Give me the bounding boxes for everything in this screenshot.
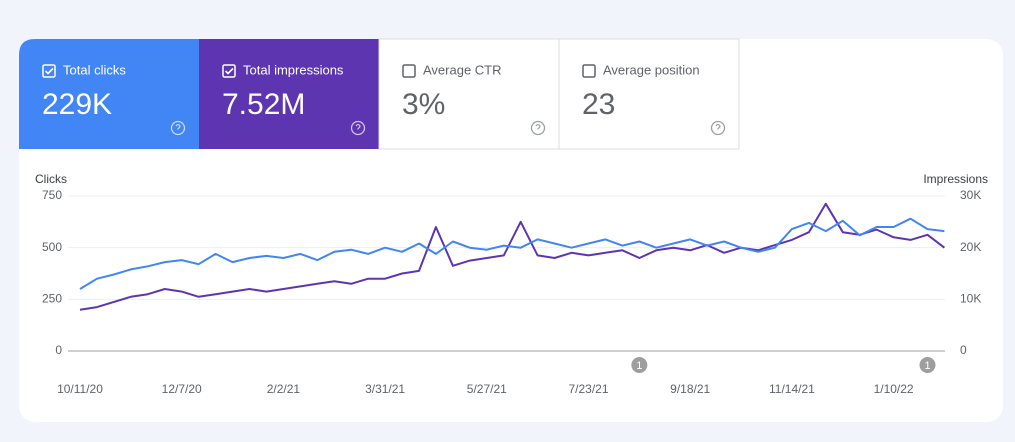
- metric-card[interactable]: Average position 23: [558, 38, 740, 150]
- x-tick-label: 12/7/20: [162, 382, 202, 396]
- y2-tick-label: 20K: [960, 240, 981, 254]
- x-tick-label: 3/31/21: [365, 382, 405, 396]
- card-label: Average position: [603, 62, 700, 77]
- card-value: 7.52M: [222, 88, 305, 121]
- card-label: Total clicks: [63, 62, 126, 77]
- series-line: [79, 217, 945, 290]
- metric-card[interactable]: Total impressions 7.52M: [199, 39, 379, 149]
- card-background: [558, 38, 740, 150]
- help-icon-mark: [535, 123, 541, 130]
- metric-card[interactable]: Total clicks 229K: [19, 39, 199, 149]
- y-axis-title: Clicks: [35, 172, 67, 186]
- x-tick-label: 2/2/21: [267, 382, 301, 396]
- x-tick-label: 7/23/21: [568, 382, 608, 396]
- checkbox[interactable]: [402, 64, 416, 78]
- card-value: 3%: [402, 88, 445, 121]
- help-icon[interactable]: [710, 120, 726, 136]
- metric-card[interactable]: Average CTR 3%: [378, 38, 560, 150]
- y-tick-label: 750: [42, 188, 62, 202]
- checkbox[interactable]: [222, 64, 236, 78]
- x-tick-label: 9/18/21: [670, 382, 710, 396]
- y2-tick-label: 0: [960, 343, 967, 357]
- x-tick-label: 11/14/21: [769, 382, 815, 396]
- card-label: Average CTR: [423, 62, 502, 77]
- help-icon-mark: [355, 123, 361, 130]
- checkbox[interactable]: [582, 64, 596, 78]
- y-tick-label: 250: [42, 292, 62, 306]
- help-icon[interactable]: [530, 120, 546, 136]
- checkmark: [224, 67, 234, 75]
- help-icon-mark: [715, 123, 721, 130]
- help-icon-mark: [175, 123, 181, 130]
- x-tick-label: 10/11/20: [57, 382, 103, 396]
- annotation-label: 1: [636, 360, 642, 372]
- card-label: Total impressions: [243, 62, 344, 77]
- y2-tick-label: 10K: [960, 292, 981, 306]
- card-value: 229K: [42, 88, 112, 121]
- checkmark: [44, 67, 54, 75]
- x-tick-label: 5/27/21: [467, 382, 507, 396]
- y-tick-label: 500: [42, 240, 62, 254]
- card-value: 23: [582, 88, 615, 121]
- x-tick-label: 1/10/22: [874, 382, 914, 396]
- y2-axis-title: Impressions: [923, 172, 988, 186]
- card-background: [199, 39, 379, 149]
- card-background: [19, 39, 199, 149]
- series-line: [79, 202, 946, 311]
- help-icon[interactable]: [170, 120, 186, 136]
- annotation-marker[interactable]: [631, 357, 648, 373]
- help-icon[interactable]: [350, 120, 366, 136]
- checkbox[interactable]: [42, 64, 56, 78]
- y-tick-label: 0: [55, 343, 62, 357]
- annotation-marker[interactable]: [919, 357, 936, 373]
- annotation-label: 1: [924, 360, 930, 372]
- y2-tick-label: 30K: [960, 188, 981, 202]
